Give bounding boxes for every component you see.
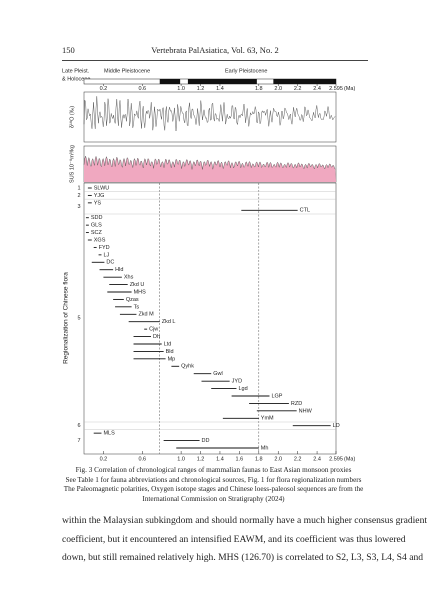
oxygen-panel xyxy=(83,91,337,143)
fauna-label: Zkd L xyxy=(162,319,176,325)
x-tick-label: 1.8 xyxy=(255,456,263,462)
x-tick-label: 1.4 xyxy=(216,456,224,462)
x-unit: (Ma) xyxy=(344,86,355,92)
fauna-label: Mp xyxy=(168,356,176,362)
caption-line: See Table 1 for fauna abbreviations and … xyxy=(65,475,362,484)
fauna-label: YJG xyxy=(94,193,105,199)
fauna-label: FYD xyxy=(99,245,110,251)
epoch-label: & Holocene xyxy=(62,76,90,82)
fauna-label: MHS xyxy=(134,289,147,295)
fauna-label: Hld xyxy=(115,267,123,273)
fauna-label: NHW xyxy=(299,408,313,414)
x-tick-label: 2.0 xyxy=(274,86,282,92)
x-tick-label: 2.2 xyxy=(294,86,302,92)
x-unit: (Ma) xyxy=(344,456,355,462)
body-line: coefficient, but it encountered an inten… xyxy=(62,533,406,545)
fauna-label: LJ xyxy=(103,252,109,258)
loess-area xyxy=(84,156,336,182)
body-text: within the Malaysian subkingdom and shou… xyxy=(62,512,427,568)
fauna-label: XGS xyxy=(94,237,106,243)
fauna-label: SLWU xyxy=(94,185,110,191)
group-label: 5 xyxy=(77,315,80,321)
header-rule xyxy=(62,60,368,61)
fauna-label: LD xyxy=(333,423,340,429)
fauna-label: CTL xyxy=(300,208,310,214)
fauna-label: YS xyxy=(94,200,102,206)
oxygen-label: δ¹⁸O (‰) xyxy=(68,106,75,128)
fauna-label: Xhs xyxy=(124,275,134,281)
fauna-label: Cjw xyxy=(149,327,158,333)
fauna-label: Qzas xyxy=(126,297,139,303)
x-tick-label: 0.6 xyxy=(138,456,146,462)
fauna-label: Ltd xyxy=(164,341,172,347)
y-axis-label: Regionalization of Chinese flora xyxy=(63,272,70,364)
body-line: within the Malaysian subkingdom and shou… xyxy=(62,515,427,526)
x-tick-label: 2.2 xyxy=(294,456,302,462)
caption-line: Fig. 3 Correlation of chronological rang… xyxy=(75,466,352,474)
body-line: down, but still remained relatively high… xyxy=(62,552,424,563)
reversed-chron xyxy=(273,79,336,84)
epoch-label: Early Pleistocene xyxy=(225,68,268,74)
group-label: 2 xyxy=(77,193,80,199)
epoch-label: Middle Pleistocene xyxy=(104,68,150,74)
journal-title: Vertebrata PalAsiatica, Vol. 63, No. 2 xyxy=(151,45,279,55)
fauna-label: SDD xyxy=(91,215,103,221)
reversed-chron xyxy=(159,79,181,84)
x-tick-label: 1.0 xyxy=(177,86,185,92)
fauna-label: JYD xyxy=(232,379,242,385)
group-label: 7 xyxy=(77,438,80,444)
fauna-label: Dh xyxy=(153,334,160,340)
x-tick-label: 2.0 xyxy=(274,456,282,462)
x-tick-label: 1.2 xyxy=(197,86,205,92)
fauna-label: SCZ xyxy=(91,230,103,236)
fauna-label: Zkd M xyxy=(138,312,154,318)
x-tick-label: 0.2 xyxy=(100,456,108,462)
fauna-label: LGP xyxy=(271,393,282,399)
x-tick-label: 1.2 xyxy=(197,456,205,462)
fauna-label: MLS xyxy=(103,431,115,437)
fauna-label: Gwl xyxy=(213,371,222,377)
fauna-label: Bld xyxy=(166,349,174,355)
fauna-label: Lgd xyxy=(238,386,247,392)
caption-line: The Paleomagnetic polarities, Oxygen iso… xyxy=(63,485,364,494)
x-tick-label: 1.4 xyxy=(216,86,224,92)
group-label: 3 xyxy=(77,204,80,210)
x-tick-label: 2.595 xyxy=(329,86,343,92)
x-tick-label: 2.4 xyxy=(313,456,321,462)
x-tick-label: 1.6 xyxy=(236,456,244,462)
fauna-label: RZD xyxy=(291,401,302,407)
group-label: 6 xyxy=(77,423,80,429)
fauna-label: DD xyxy=(202,438,210,444)
x-tick-label: 2.4 xyxy=(313,86,321,92)
epoch-label: Late Pleist. xyxy=(62,68,90,74)
loess-label: SUS 10⁻⁸m³/kg xyxy=(68,145,75,183)
fauna-label: Ts xyxy=(134,304,140,310)
fauna-label: Mh xyxy=(261,445,269,451)
fauna-label: YmM xyxy=(261,416,274,422)
range-panel xyxy=(83,182,337,455)
oxygen-curve xyxy=(83,96,336,132)
x-tick-label: 1.0 xyxy=(177,456,185,462)
x-tick-label: 2.595 xyxy=(329,456,343,462)
caption: Fig. 3 Correlation of chronological rang… xyxy=(40,466,387,504)
fauna-label: Qyhk xyxy=(181,364,194,370)
fauna-label: Zkd U xyxy=(130,282,145,288)
page-number: 150 xyxy=(62,45,75,55)
reversed-chron xyxy=(187,79,257,84)
group-label: 1 xyxy=(77,185,80,191)
x-tick-label: 0.6 xyxy=(138,86,146,92)
caption-line: International Commission on Stratigraphy… xyxy=(142,494,285,503)
loess-curve xyxy=(83,155,336,170)
x-tick-label: 0.2 xyxy=(100,86,108,92)
fauna-label: DC xyxy=(106,260,114,266)
fauna-label: GLS xyxy=(91,223,102,229)
x-tick-label: 1.8 xyxy=(255,86,263,92)
